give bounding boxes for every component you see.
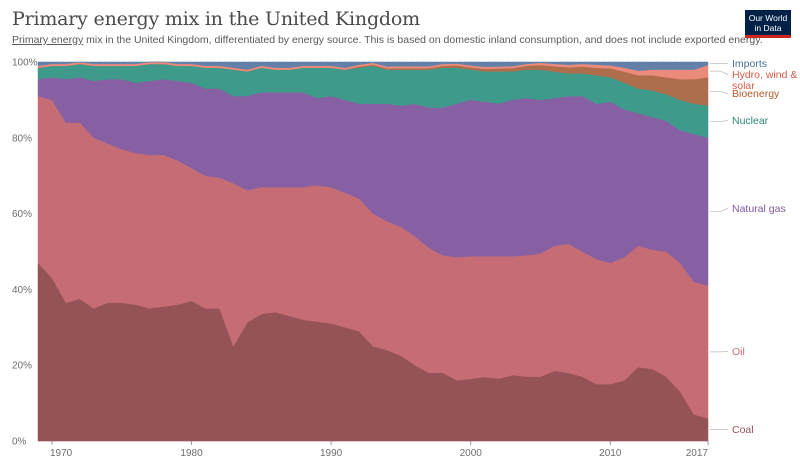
y-tick-label: 80% xyxy=(12,133,32,144)
chart-title: Primary energy mix in the United Kingdom xyxy=(12,8,420,30)
y-tick-label: 60% xyxy=(12,209,32,220)
y-tick-label: 100% xyxy=(12,58,38,69)
subtitle-text: mix in the United Kingdom, differentiate… xyxy=(83,34,763,46)
series-label-nuclear: Nuclear xyxy=(732,115,769,127)
series-label-imports: Imports xyxy=(732,58,767,70)
series-label-natural-gas: Natural gas xyxy=(732,203,786,215)
y-tick-label: 20% xyxy=(12,361,32,372)
x-axis: 1970 1980 1990 2000 2010 2017 xyxy=(50,441,709,459)
stacked-areas[interactable] xyxy=(37,61,709,442)
series-label-bioenergy: Bioenergy xyxy=(732,88,780,100)
label-connector-hydro-wind-solar xyxy=(710,70,729,75)
label-connector-natural-gas xyxy=(710,208,729,213)
x-tick-label: 2017 xyxy=(686,448,709,459)
x-tick-label: 1990 xyxy=(320,448,343,459)
x-tick-label: 2000 xyxy=(460,448,483,459)
x-tick-label: 1970 xyxy=(50,448,73,459)
y-axis: 0% 20% 40% 60% 80% 100% xyxy=(12,58,38,448)
subtitle-link[interactable]: Primary energy xyxy=(12,34,84,46)
series-label-coal: Coal xyxy=(732,424,754,436)
series-label-oil: Oil xyxy=(732,346,745,358)
area-imports[interactable] xyxy=(37,61,709,71)
owid-logo[interactable]: Our World in Data xyxy=(745,10,791,38)
series-label-hydro-wind-solar: solar xyxy=(732,80,755,92)
y-tick-label: 40% xyxy=(12,285,32,296)
y-tick-label: 0% xyxy=(12,437,27,448)
logo-line-2: in Data xyxy=(754,23,782,33)
label-connector-nuclear xyxy=(710,120,729,123)
x-tick-label: 1980 xyxy=(180,448,203,459)
chart-subtitle: Primary energy mix in the United Kingdom… xyxy=(12,34,763,46)
series-label-hydro-wind-solar: Hydro, wind & xyxy=(732,69,797,81)
x-tick-label: 2010 xyxy=(599,448,622,459)
label-connector-bioenergy xyxy=(710,91,729,94)
logo-line-1: Our World xyxy=(748,13,788,23)
